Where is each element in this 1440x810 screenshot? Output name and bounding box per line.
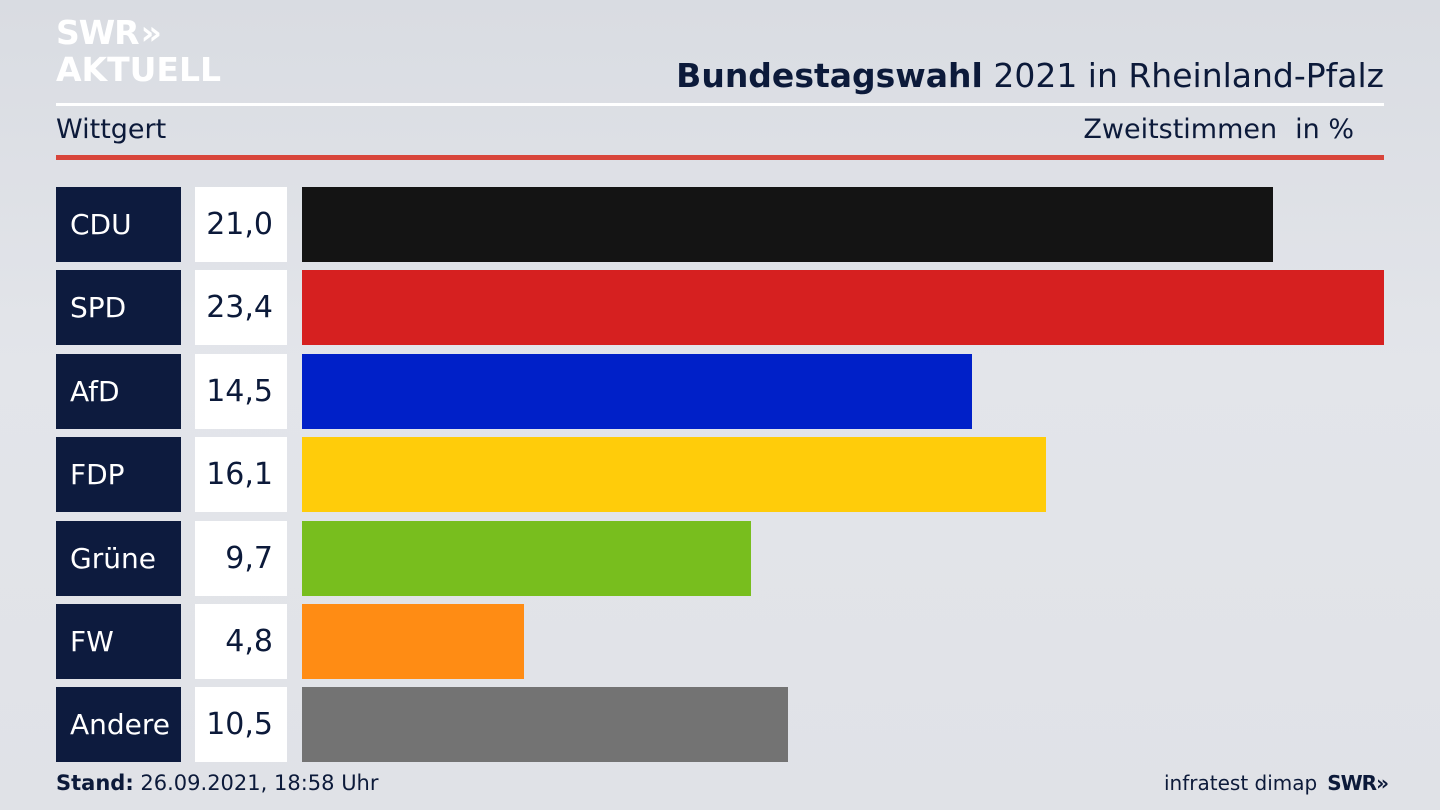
- title-rest: 2021 in Rheinland-Pfalz: [993, 56, 1384, 95]
- value-label: 4,8: [195, 604, 287, 679]
- measure-label: Zweitstimmen in %: [1083, 114, 1354, 145]
- value-label: 16,1: [195, 437, 287, 512]
- source-text: infratest dimap: [1164, 771, 1318, 795]
- bar-row: AfD 14,5: [56, 354, 1384, 429]
- bar-row: CDU 21,0: [56, 187, 1384, 262]
- title-bold: Bundestagswahl: [676, 56, 983, 95]
- logo-swr-text: SWR: [56, 13, 140, 52]
- value-label: 21,0: [195, 187, 287, 262]
- bar: [302, 687, 788, 762]
- timestamp: Stand: 26.09.2021, 18:58 Uhr: [56, 771, 379, 795]
- location-label: Wittgert: [56, 114, 167, 145]
- value-label: 14,5: [195, 354, 287, 429]
- category-label: AfD: [56, 354, 181, 429]
- bar-row: FW 4,8: [56, 604, 1384, 679]
- category-label: Grüne: [56, 521, 181, 596]
- stand-value: 26.09.2021, 18:58 Uhr: [140, 771, 379, 795]
- swr-mark-text: SWR: [1327, 771, 1377, 795]
- source-credit: infratest dimap SWR»: [1164, 771, 1389, 795]
- header-divider: [56, 103, 1384, 106]
- swr-small-logo: SWR»: [1327, 771, 1389, 795]
- logo-arrows-icon: »: [140, 13, 163, 52]
- bar-row: FDP 16,1: [56, 437, 1384, 512]
- bar-row: Grüne 9,7: [56, 521, 1384, 596]
- bar: [302, 437, 1046, 512]
- bar-row: Andere 10,5: [56, 687, 1384, 762]
- category-label: SPD: [56, 270, 181, 345]
- category-label: FW: [56, 604, 181, 679]
- value-label: 9,7: [195, 521, 287, 596]
- bar: [302, 604, 524, 679]
- value-label: 10,5: [195, 687, 287, 762]
- swr-arrows-icon: »: [1376, 771, 1389, 795]
- category-label: FDP: [56, 437, 181, 512]
- bar-row: SPD 23,4: [56, 270, 1384, 345]
- category-label: CDU: [56, 187, 181, 262]
- chart-title: Bundestagswahl 2021 in Rheinland-Pfalz: [676, 56, 1384, 95]
- logo-aktuell-text: AKTUELL: [56, 50, 222, 89]
- unit-text: in %: [1295, 114, 1354, 145]
- swr-aktuell-logo: SWR» AKTUELL: [56, 16, 226, 90]
- bar: [302, 270, 1384, 345]
- bar: [302, 187, 1273, 262]
- category-label: Andere: [56, 687, 181, 762]
- bar: [302, 354, 972, 429]
- stand-label: Stand:: [56, 771, 134, 795]
- bar: [302, 521, 751, 596]
- measure-text: Zweitstimmen: [1083, 114, 1278, 145]
- accent-divider: [56, 155, 1384, 160]
- value-label: 23,4: [195, 270, 287, 345]
